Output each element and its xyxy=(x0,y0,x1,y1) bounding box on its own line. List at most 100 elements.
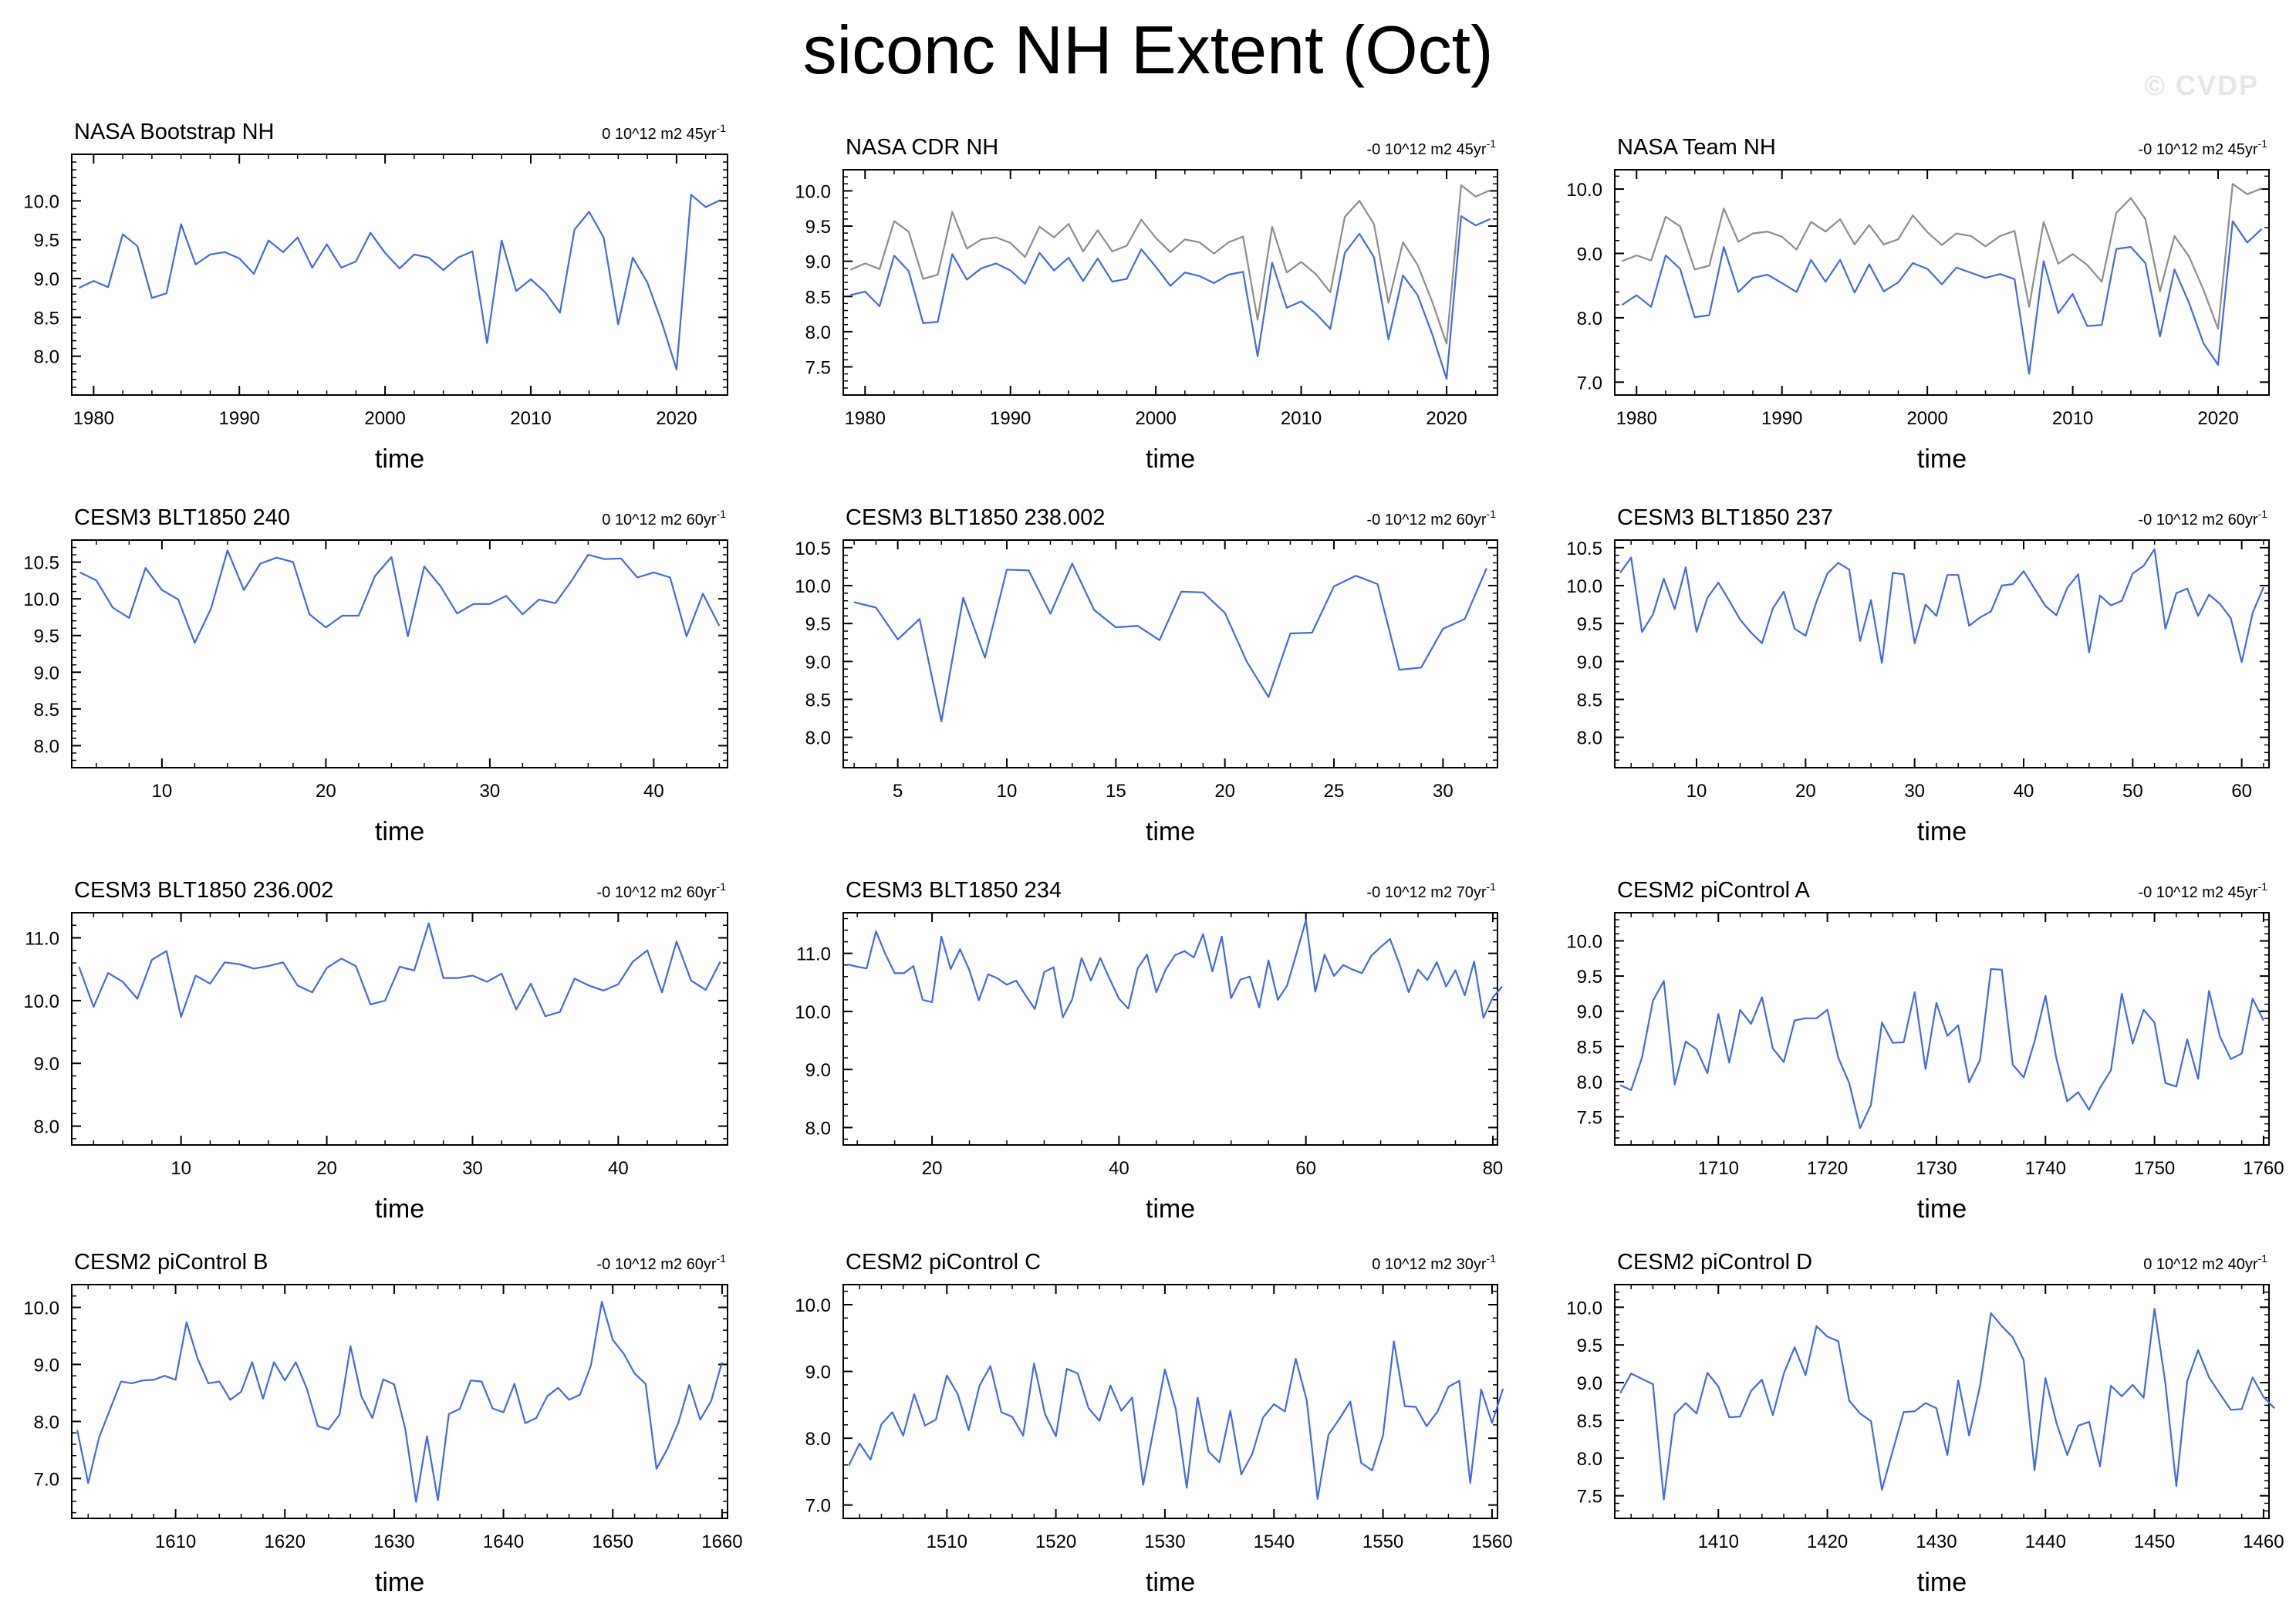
x-tick-label: 5 xyxy=(893,781,903,802)
y-tick-label: 10.5 xyxy=(23,553,59,574)
x-tick-label: 20 xyxy=(1214,781,1235,802)
y-tick-label: 9.5 xyxy=(805,614,831,635)
y-tick-label: 9.5 xyxy=(1577,967,1602,988)
x-tick-label: 20 xyxy=(1795,781,1816,802)
trend-annotation: -0 10^12 m2 60yr-1 xyxy=(597,880,727,901)
x-axis-label: time xyxy=(375,444,424,474)
trend-exponent: -1 xyxy=(2258,1252,2268,1265)
panel-title: CESM3 BLT1850 240 xyxy=(74,505,290,530)
x-tick-label: 1660 xyxy=(701,1532,742,1552)
x-tick-label: 1510 xyxy=(927,1532,967,1552)
panel: CESM2 piControl A -0 10^12 m2 45yr-1 1710 1… xyxy=(1566,878,2284,1224)
x-tick-label: 1420 xyxy=(1807,1532,1848,1552)
x-tick-label: 1990 xyxy=(1761,408,1802,429)
panel: CESM2 piControl D 0 10^12 m2 40yr-1 1410 14… xyxy=(1566,1250,2284,1597)
series-line xyxy=(850,215,1491,380)
x-tick-label: 40 xyxy=(1109,1158,1129,1179)
y-tick-label: 7.0 xyxy=(1577,373,1602,393)
series-line-reference xyxy=(1621,183,2263,330)
series-line xyxy=(853,562,1487,723)
x-tick-label: 20 xyxy=(922,1158,943,1179)
plot-frame xyxy=(71,912,728,1146)
y-tick-label: 8.5 xyxy=(1577,1037,1602,1058)
y-tick-label: 8.0 xyxy=(805,728,831,749)
y-tick-label: 11.0 xyxy=(796,944,831,965)
y-tick-label: 8.0 xyxy=(1577,1449,1602,1470)
x-tick-label: 1990 xyxy=(219,408,260,429)
x-tick-label: 10 xyxy=(997,781,1018,802)
x-axis-label: time xyxy=(1917,1568,1967,1597)
x-axis-label: time xyxy=(1146,1568,1195,1597)
panel-title: CESM3 BLT1850 236.002 xyxy=(74,878,333,903)
panel-title: CESM3 BLT1850 238.002 xyxy=(846,505,1105,530)
y-tick-label: 7.5 xyxy=(1577,1108,1602,1129)
y-tick-label: 9.5 xyxy=(1577,614,1602,635)
x-tick-label: 1460 xyxy=(2243,1532,2284,1552)
y-tick-label: 7.0 xyxy=(805,1496,831,1517)
panel-title: NASA Bootstrap NH xyxy=(74,120,275,144)
y-tick-label: 8.0 xyxy=(805,1118,831,1139)
trend-annotation: 0 10^12 m2 30yr-1 xyxy=(1372,1252,1496,1273)
trend-exponent: -1 xyxy=(1487,508,1497,520)
x-tick-label: 30 xyxy=(462,1158,483,1179)
y-tick-label: 10.0 xyxy=(795,1002,831,1023)
y-tick-label: 9.0 xyxy=(805,1060,831,1081)
plot-frame xyxy=(842,169,1498,396)
x-tick-label: 10 xyxy=(171,1158,191,1179)
y-tick-label: 10.0 xyxy=(23,991,59,1012)
trend-annotation: -0 10^12 m2 60yr-1 xyxy=(1367,508,1497,529)
y-tick-label: 8.5 xyxy=(1577,691,1602,711)
x-tick-label: 30 xyxy=(480,781,501,802)
x-tick-label: 1640 xyxy=(483,1532,524,1552)
x-tick-label: 1530 xyxy=(1144,1532,1185,1552)
trend-text: -0 10^12 m2 45yr xyxy=(1367,141,1487,158)
trend-exponent: -1 xyxy=(1487,880,1497,893)
y-tick-label: 8.0 xyxy=(805,323,831,343)
x-tick-label: 50 xyxy=(2122,781,2143,802)
x-tick-label: 1610 xyxy=(155,1532,196,1552)
x-axis-label: time xyxy=(1917,444,1967,474)
panel-title: CESM3 BLT1850 237 xyxy=(1617,505,1833,530)
x-tick-label: 2010 xyxy=(2052,408,2093,429)
series-line xyxy=(847,919,1503,1019)
series-line xyxy=(1619,548,2264,664)
y-tick-label: 9.5 xyxy=(805,217,831,238)
panel: CESM3 BLT1850 234 -0 10^12 m2 70yr-1 20 40 6… xyxy=(795,878,1503,1224)
y-tick-label: 9.0 xyxy=(34,663,59,684)
series-line xyxy=(1619,968,2264,1130)
x-tick-label: 30 xyxy=(1904,781,1925,802)
y-tick-label: 7.5 xyxy=(805,358,831,379)
trend-text: -0 10^12 m2 45yr xyxy=(2139,884,2258,901)
y-tick-label: 9.0 xyxy=(805,252,831,273)
x-axis-label: time xyxy=(375,817,424,846)
x-tick-label: 30 xyxy=(1433,781,1454,802)
trend-annotation: -0 10^12 m2 60yr-1 xyxy=(2139,508,2268,529)
x-tick-label: 1560 xyxy=(1471,1532,1512,1552)
trend-annotation: -0 10^12 m2 45yr-1 xyxy=(2139,880,2268,901)
trend-annotation: -0 10^12 m2 45yr-1 xyxy=(2139,137,2268,158)
y-tick-label: 8.0 xyxy=(1577,1072,1602,1093)
y-tick-label: 9.5 xyxy=(34,231,59,252)
panel-title: CESM2 piControl B xyxy=(74,1250,268,1275)
x-tick-label: 2000 xyxy=(1135,408,1176,429)
x-tick-label: 1980 xyxy=(1616,408,1657,429)
series-line xyxy=(79,549,721,644)
x-tick-label: 1720 xyxy=(1807,1158,1848,1179)
x-tick-label: 20 xyxy=(316,1158,337,1179)
x-tick-label: 1650 xyxy=(593,1532,633,1552)
y-tick-label: 8.5 xyxy=(805,287,831,308)
trend-annotation: 0 10^12 m2 45yr-1 xyxy=(602,122,726,143)
x-tick-label: 15 xyxy=(1106,781,1126,802)
trend-exponent: -1 xyxy=(1487,1252,1497,1265)
panel-title: CESM2 piControl C xyxy=(846,1250,1041,1275)
x-tick-label: 1630 xyxy=(373,1532,414,1552)
panel: NASA Team NH -0 10^12 m2 45yr-1 1980 1990 20… xyxy=(1566,135,2270,474)
y-tick-label: 10.0 xyxy=(1566,576,1602,597)
trend-exponent: -1 xyxy=(717,508,727,520)
y-tick-label: 7.5 xyxy=(1577,1487,1602,1508)
panel-title: CESM2 piControl D xyxy=(1617,1250,1812,1275)
trend-text: -0 10^12 m2 45yr xyxy=(2139,141,2258,158)
x-axis-label: time xyxy=(1146,817,1195,846)
series-line xyxy=(1621,220,2263,375)
